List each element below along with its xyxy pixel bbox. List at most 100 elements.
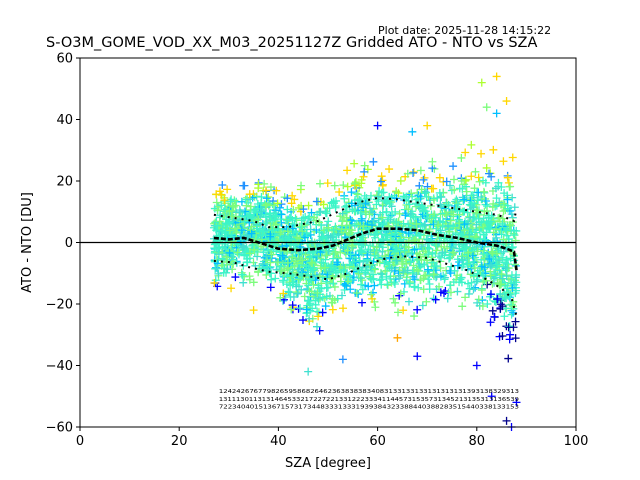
scatter-point (258, 231, 267, 240)
scatter-point (350, 221, 359, 230)
scatter-point (371, 303, 380, 312)
scatter-point (419, 247, 428, 256)
scatter-point (225, 248, 234, 257)
scatter-point (385, 200, 394, 209)
scatter-point (479, 187, 488, 196)
scatter-point (420, 260, 429, 269)
scatter-point (390, 279, 399, 288)
scatter-point (384, 246, 393, 255)
scatter-point (266, 183, 275, 192)
scatter-point (305, 287, 314, 296)
scatter-point (234, 250, 243, 259)
scatter-point (257, 192, 266, 201)
scatter-point (460, 195, 469, 204)
scatter-point (382, 257, 391, 266)
scatter-point (493, 294, 502, 303)
scatter-point (299, 214, 308, 223)
scatter-point (299, 205, 308, 214)
scatter-point (302, 228, 311, 237)
scatter-point (210, 279, 219, 288)
scatter-point (363, 266, 372, 275)
scatter-point (266, 232, 275, 241)
scatter-point (436, 226, 445, 235)
scatter-point (277, 200, 286, 209)
scatter-point (325, 267, 334, 276)
scatter-point (459, 196, 468, 205)
scatter-point (368, 288, 377, 297)
scatter-point (486, 217, 495, 226)
scatter-point (212, 198, 221, 207)
scatter-point (452, 199, 461, 208)
scatter-point (383, 280, 392, 289)
scatter-point (423, 182, 432, 191)
scatter-point (511, 317, 520, 326)
scatter-point (449, 248, 458, 257)
scatter-point (319, 200, 328, 209)
scatter-point (475, 177, 484, 186)
scatter-point (474, 173, 483, 182)
scatter-point (443, 294, 452, 303)
scatter-point (217, 201, 226, 210)
scatter-point (254, 215, 263, 224)
scatter-point (378, 243, 387, 252)
scatter-point (415, 259, 424, 268)
scatter-point (377, 221, 386, 230)
y-tick-label: 0 (65, 236, 73, 251)
scatter-point (222, 268, 231, 277)
scatter-point (304, 297, 313, 306)
chart-title: S-O3M_GOME_VOD_XX_M03_20251127Z Gridded … (46, 35, 538, 51)
x-axis: 0 20 40 60 80 100 (76, 427, 588, 449)
y-tick-label: 20 (56, 175, 73, 190)
scatter-point (212, 190, 221, 199)
scatter-point (462, 182, 471, 191)
x-tick-label: 20 (171, 434, 188, 449)
scatter-point (261, 210, 270, 219)
scatter-point (464, 279, 473, 288)
scatter-point (486, 271, 495, 280)
scatter-point (464, 289, 473, 298)
scatter-point (252, 224, 261, 233)
scatter-point (240, 217, 249, 226)
scatter-point (293, 289, 302, 298)
scatter-point (376, 177, 385, 186)
scatter-point (366, 248, 375, 257)
scatter-point (289, 292, 298, 301)
scatter-point (227, 212, 236, 221)
scatter-point (276, 293, 285, 302)
scatter-point (212, 226, 221, 235)
scatter-point (227, 195, 236, 204)
scatter-point (396, 176, 405, 185)
scatter-point (356, 208, 365, 217)
scatter-point (237, 226, 246, 235)
scatter-point (357, 246, 366, 255)
scatter-point (495, 198, 504, 207)
scatter-point (284, 263, 293, 272)
scatter-point (323, 283, 332, 292)
scatter-point (396, 289, 405, 298)
scatter-point (392, 194, 401, 203)
scatter-point (330, 282, 339, 291)
scatter-point (469, 285, 478, 294)
scatter-point (314, 312, 323, 321)
outlier-point (477, 78, 486, 87)
scatter-point (335, 187, 344, 196)
scatter-point (395, 209, 404, 218)
scatter-point (263, 262, 272, 271)
scatter-point (431, 213, 440, 222)
scatter-point (403, 266, 412, 275)
scatter-point (497, 270, 506, 279)
scatter-point (369, 157, 378, 166)
scatter-point (368, 294, 377, 303)
scatter-point (409, 168, 418, 177)
scatter-point (243, 254, 252, 263)
scatter-point (432, 246, 441, 255)
scatter-point (283, 194, 292, 203)
scatter-point (314, 283, 323, 292)
scatter-point (487, 247, 496, 256)
scatter-point (242, 250, 251, 259)
scatter-point (471, 167, 480, 176)
scatter-point (404, 205, 413, 214)
scatter-point (508, 302, 517, 311)
scatter-point (276, 263, 285, 272)
scatter-point (424, 265, 433, 274)
